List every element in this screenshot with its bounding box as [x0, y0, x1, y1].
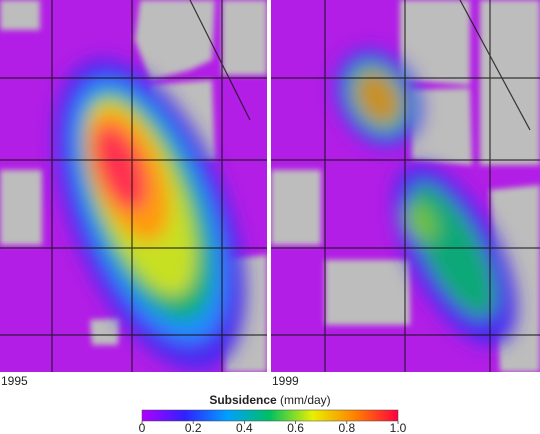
colorbar-unit: (mm/day) — [280, 393, 331, 407]
colorbar-tick-label: 0.6 — [287, 421, 304, 434]
colorbar-title: Subsidence (mm/day) — [209, 393, 330, 407]
map-1995 — [0, 0, 267, 372]
colorbar-tick-label: 1.0 — [390, 421, 407, 434]
colorbar-tick-label: 0.8 — [338, 421, 355, 434]
colorbar-tick-label: 0.4 — [236, 421, 253, 434]
colorbar-title-text: Subsidence — [209, 393, 277, 407]
panel-label: 1995 — [1, 374, 28, 388]
panel-label: 1999 — [272, 374, 299, 388]
colorbar-tick-label: 0 — [139, 421, 146, 434]
colorbar — [141, 409, 399, 422]
map-1999 — [271, 0, 540, 372]
colorbar-tick-label: 0.2 — [185, 421, 202, 434]
